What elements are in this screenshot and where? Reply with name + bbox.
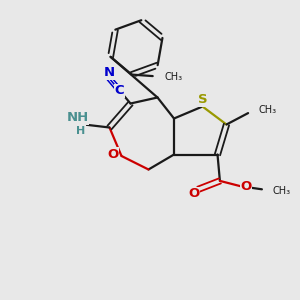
Text: O: O [188, 187, 200, 200]
Text: O: O [107, 148, 119, 161]
Text: N: N [103, 66, 115, 80]
Text: H: H [76, 125, 85, 136]
Text: C: C [114, 84, 124, 98]
Text: CH₃: CH₃ [259, 105, 277, 115]
Text: O: O [240, 180, 252, 193]
Text: S: S [198, 93, 207, 106]
Text: CH₃: CH₃ [164, 72, 182, 82]
Text: CH₃: CH₃ [272, 186, 290, 196]
Text: NH: NH [66, 111, 88, 124]
